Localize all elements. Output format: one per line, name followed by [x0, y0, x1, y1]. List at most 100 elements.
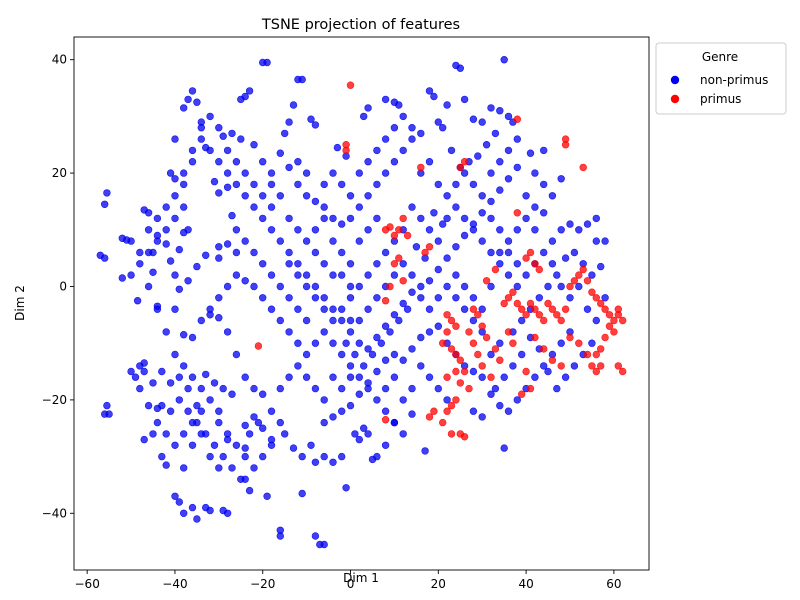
- point-non-primus: [166, 257, 175, 265]
- x-tick-label: −20: [250, 577, 275, 591]
- point-primus: [513, 115, 521, 123]
- point-primus: [522, 254, 530, 262]
- point-non-primus: [364, 430, 372, 438]
- point-non-primus: [281, 430, 289, 438]
- point-primus: [575, 271, 583, 279]
- point-non-primus: [140, 367, 148, 376]
- point-non-primus: [390, 158, 399, 166]
- point-non-primus: [434, 322, 442, 330]
- point-primus: [381, 416, 390, 424]
- point-non-primus: [364, 192, 372, 200]
- point-non-primus: [329, 413, 337, 421]
- point-non-primus: [223, 240, 232, 248]
- point-non-primus: [570, 362, 579, 370]
- point-non-primus: [188, 503, 197, 512]
- point-non-primus: [355, 435, 363, 444]
- point-non-primus: [210, 177, 219, 186]
- point-primus: [579, 163, 587, 172]
- point-non-primus: [504, 271, 513, 279]
- legend-label-non-primus: non-primus: [700, 73, 768, 87]
- point-non-primus: [500, 373, 508, 381]
- point-non-primus: [566, 220, 574, 228]
- point-non-primus: [241, 277, 249, 285]
- point-non-primus: [338, 452, 346, 461]
- point-primus: [548, 305, 557, 313]
- point-primus: [596, 299, 605, 308]
- point-non-primus: [267, 169, 276, 177]
- point-non-primus: [408, 271, 416, 279]
- point-non-primus: [329, 316, 337, 325]
- point-non-primus: [302, 350, 311, 359]
- point-primus: [447, 316, 456, 325]
- point-non-primus: [531, 226, 539, 234]
- point-non-primus: [171, 192, 179, 200]
- point-non-primus: [302, 169, 311, 177]
- point-non-primus: [175, 396, 184, 404]
- point-non-primus: [259, 192, 267, 200]
- point-non-primus: [202, 430, 210, 438]
- point-non-primus: [223, 328, 232, 336]
- point-non-primus: [452, 203, 460, 211]
- x-tick-label: −40: [162, 577, 187, 591]
- point-non-primus: [259, 390, 267, 398]
- point-non-primus: [105, 410, 113, 418]
- point-non-primus: [193, 401, 201, 410]
- point-non-primus: [250, 413, 258, 421]
- point-primus: [395, 254, 403, 262]
- point-non-primus: [228, 390, 236, 398]
- point-non-primus: [390, 123, 399, 132]
- point-non-primus: [557, 226, 565, 234]
- point-non-primus: [557, 175, 565, 183]
- point-non-primus: [557, 339, 565, 347]
- point-primus: [482, 277, 491, 285]
- point-non-primus: [373, 396, 381, 404]
- point-primus: [421, 248, 429, 257]
- point-non-primus: [373, 180, 381, 189]
- point-non-primus: [223, 430, 232, 438]
- point-primus: [390, 260, 399, 268]
- point-non-primus: [223, 509, 232, 517]
- point-non-primus: [496, 158, 504, 166]
- points-layer: [96, 55, 627, 549]
- point-non-primus: [583, 305, 592, 313]
- point-non-primus: [294, 339, 302, 347]
- point-non-primus: [289, 444, 298, 452]
- point-non-primus: [320, 396, 328, 404]
- point-non-primus: [298, 489, 306, 498]
- point-non-primus: [162, 430, 170, 438]
- point-non-primus: [425, 305, 434, 313]
- point-non-primus: [443, 254, 451, 262]
- point-non-primus: [390, 350, 399, 359]
- point-non-primus: [478, 413, 486, 421]
- point-non-primus: [364, 345, 372, 353]
- point-primus: [452, 322, 460, 330]
- point-primus: [592, 294, 600, 302]
- point-primus: [531, 260, 539, 268]
- point-non-primus: [232, 226, 241, 234]
- point-non-primus: [469, 407, 478, 415]
- point-non-primus: [417, 294, 425, 302]
- point-non-primus: [162, 226, 170, 234]
- point-non-primus: [443, 101, 451, 109]
- point-non-primus: [276, 192, 284, 200]
- point-non-primus: [469, 220, 478, 228]
- point-non-primus: [482, 141, 491, 149]
- point-non-primus: [241, 169, 249, 177]
- point-primus: [539, 316, 548, 325]
- point-non-primus: [386, 328, 394, 336]
- y-tick-label: 20: [52, 166, 67, 180]
- point-primus: [500, 299, 508, 308]
- point-non-primus: [118, 274, 127, 282]
- point-primus: [583, 277, 592, 285]
- point-non-primus: [460, 169, 469, 177]
- point-non-primus: [346, 294, 355, 302]
- point-non-primus: [206, 112, 214, 121]
- point-non-primus: [548, 260, 557, 268]
- point-non-primus: [175, 285, 184, 293]
- point-non-primus: [103, 401, 111, 410]
- point-primus: [381, 297, 390, 305]
- point-non-primus: [417, 282, 425, 291]
- point-non-primus: [320, 452, 328, 461]
- point-primus: [443, 311, 451, 319]
- x-tick-label: 0: [347, 577, 355, 591]
